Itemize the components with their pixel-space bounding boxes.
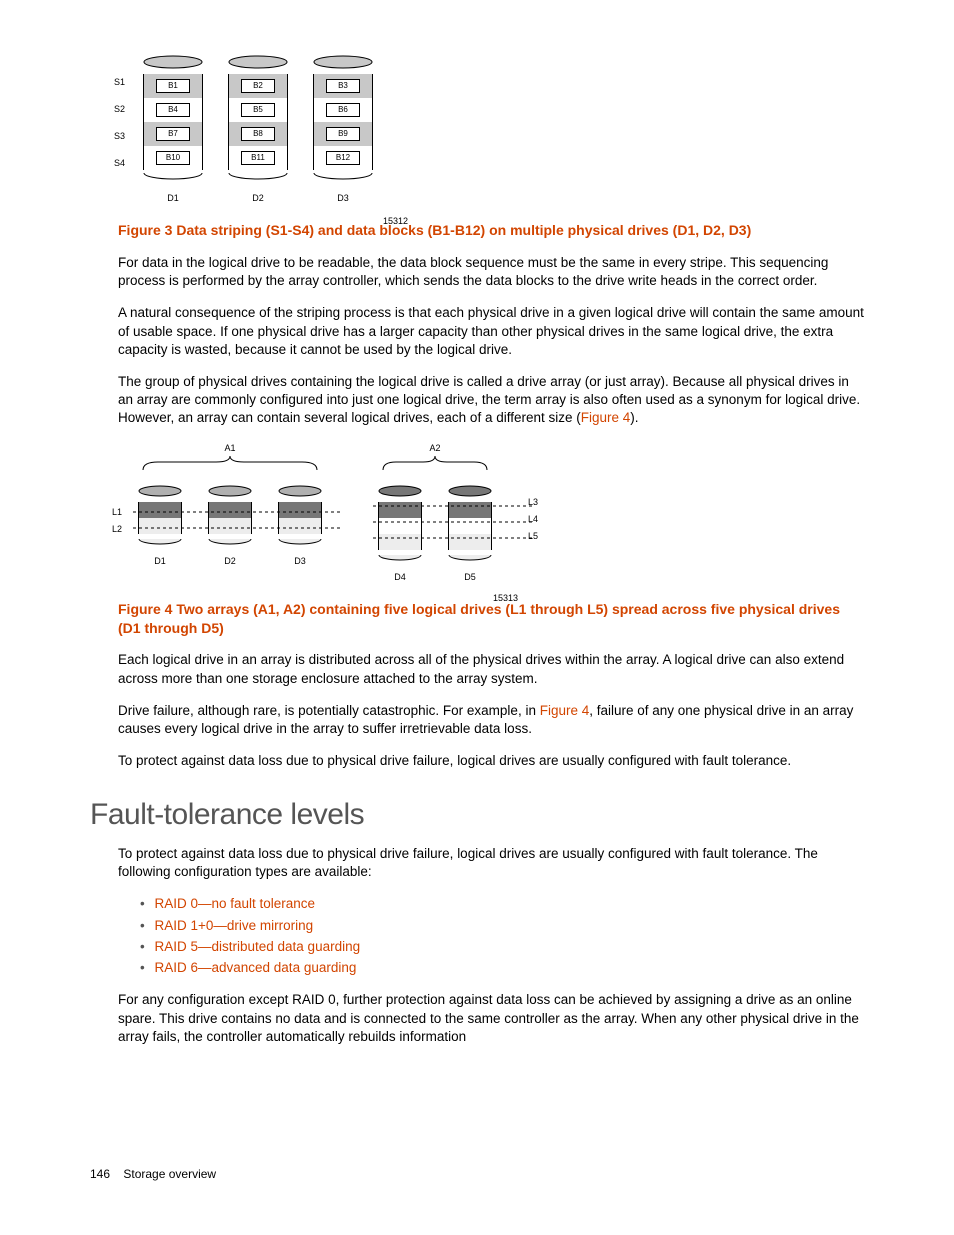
figure-4-caption: Figure 4 Two arrays (A1, A2) containing … (118, 600, 864, 638)
drive-label: D4 (378, 571, 422, 583)
raid-link[interactable]: RAID 0—no fault tolerance (154, 896, 315, 911)
array-brace: A2 (378, 442, 492, 472)
body-paragraph: For data in the logical drive to be read… (118, 254, 864, 290)
figure-4-diagram: A1 A2 L1 L2 L3 L4 L5 D1 D2 D3 (118, 442, 548, 592)
fig4-left-labels: L1 L2 (112, 506, 122, 540)
stripe-label: S4 (114, 156, 125, 183)
raid-item[interactable]: RAID 6—advanced data guarding (140, 959, 864, 977)
drive-label: D2 (228, 192, 288, 204)
drive-label: D2 (208, 555, 252, 567)
drive-label: D5 (448, 571, 492, 583)
dashed-lines-icon (373, 490, 533, 570)
figure-3-caption: Figure 3 Data striping (S1-S4) and data … (118, 221, 864, 240)
section-heading: Fault-tolerance levels (90, 795, 864, 836)
figure-link[interactable]: Figure 4 (581, 410, 631, 425)
cylinder-bottom-icon (143, 173, 203, 183)
array-label: A2 (378, 442, 492, 454)
data-block: B11 (241, 151, 275, 165)
footer-section: Storage overview (123, 1167, 216, 1181)
drive-label: D3 (313, 192, 373, 204)
fig3-drive: B2 B5 B8 B11 D2 (228, 55, 288, 205)
body-text: The group of physical drives containing … (118, 374, 860, 425)
body-paragraph: Each logical drive in an array is distri… (118, 651, 864, 687)
page-number: 146 (90, 1167, 110, 1181)
data-block: B5 (241, 103, 275, 117)
figure-3-diagram: S1 S2 S3 S4 B1 B4 B7 B10 D1 B2 B5 B8 B11… (118, 55, 398, 215)
drive-label: D3 (278, 555, 322, 567)
cylinder-bottom-icon (313, 173, 373, 183)
diagram-id: 15312 (383, 215, 408, 227)
data-block: B2 (241, 79, 275, 93)
data-block: B12 (326, 151, 360, 165)
data-block: B4 (156, 103, 190, 117)
dashed-lines-icon (133, 496, 343, 556)
body-paragraph: Drive failure, although rare, is potenti… (118, 702, 864, 738)
fig3-drive: B1 B4 B7 B10 D1 (143, 55, 203, 205)
raid-link[interactable]: RAID 5—distributed data guarding (154, 939, 360, 954)
cylinder-top-icon (313, 55, 373, 69)
data-block: B6 (326, 103, 360, 117)
body-paragraph: To protect against data loss due to phys… (118, 845, 864, 881)
body-paragraph: For any configuration except RAID 0, fur… (118, 991, 864, 1046)
data-block: B3 (326, 79, 360, 93)
drive-label: D1 (138, 555, 182, 567)
cylinder-top-icon (143, 55, 203, 69)
raid-item[interactable]: RAID 0—no fault tolerance (140, 895, 864, 913)
stripe-label: S2 (114, 102, 125, 129)
raid-link[interactable]: RAID 1+0—drive mirroring (154, 918, 313, 933)
logical-drive-label: L2 (112, 523, 122, 540)
raid-item[interactable]: RAID 5—distributed data guarding (140, 938, 864, 956)
fig3-stripe-labels: S1 S2 S3 S4 (114, 75, 125, 183)
raid-list: RAID 0—no fault tolerance RAID 1+0—drive… (140, 895, 864, 977)
fig3-drive: B3 B6 B9 B12 D3 (313, 55, 373, 205)
data-block: B7 (156, 127, 190, 141)
diagram-id: 15313 (493, 592, 518, 604)
array-brace: A1 (138, 442, 322, 472)
logical-drive-label: L1 (112, 506, 122, 523)
figure-link[interactable]: Figure 4 (540, 703, 590, 718)
brace-icon (378, 454, 492, 472)
stripe-label: S3 (114, 129, 125, 156)
cylinder-top-icon (228, 55, 288, 69)
data-block: B8 (241, 127, 275, 141)
raid-item[interactable]: RAID 1+0—drive mirroring (140, 917, 864, 935)
body-paragraph: To protect against data loss due to phys… (118, 752, 864, 770)
body-paragraph: A natural consequence of the striping pr… (118, 304, 864, 359)
body-text: Drive failure, although rare, is potenti… (118, 703, 540, 718)
drive-label: D1 (143, 192, 203, 204)
data-block: B1 (156, 79, 190, 93)
array-label: A1 (138, 442, 322, 454)
brace-icon (138, 454, 322, 472)
body-text: ). (630, 410, 638, 425)
body-paragraph: The group of physical drives containing … (118, 373, 864, 428)
data-block: B10 (156, 151, 190, 165)
page-footer: 146 Storage overview (90, 1166, 864, 1182)
data-block: B9 (326, 127, 360, 141)
stripe-label: S1 (114, 75, 125, 102)
cylinder-bottom-icon (228, 173, 288, 183)
raid-link[interactable]: RAID 6—advanced data guarding (154, 960, 356, 975)
